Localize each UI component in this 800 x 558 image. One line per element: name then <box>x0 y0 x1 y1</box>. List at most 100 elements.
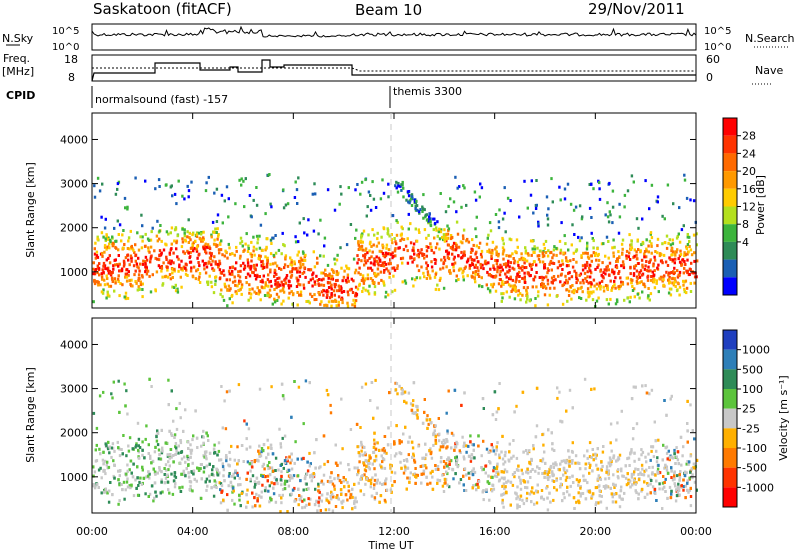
range-cell <box>253 264 255 267</box>
range-cell <box>308 452 310 455</box>
range-cell <box>585 497 587 500</box>
range-cell <box>298 494 300 497</box>
range-cell <box>647 484 649 487</box>
range-cell <box>668 278 670 281</box>
range-cell <box>144 245 146 248</box>
range-cell <box>408 392 410 395</box>
range-cell <box>486 283 488 286</box>
range-cell <box>402 187 404 190</box>
range-cell <box>413 257 415 260</box>
range-cell <box>425 476 427 479</box>
range-cell <box>136 465 138 468</box>
range-cell <box>460 478 462 481</box>
range-cell <box>615 439 617 442</box>
range-cell <box>205 480 207 483</box>
range-cell <box>693 437 695 440</box>
range-cell <box>360 450 362 453</box>
freq-label: Freq. <box>3 52 30 65</box>
range-cell <box>641 464 643 467</box>
range-cell <box>231 294 233 297</box>
range-cell <box>373 439 375 442</box>
range-cell <box>505 254 507 257</box>
range-cell <box>188 195 190 198</box>
range-cell <box>323 244 325 247</box>
range-cell <box>562 303 564 306</box>
range-cell <box>343 476 345 479</box>
range-cell <box>531 468 533 471</box>
range-cell <box>408 201 410 204</box>
range-cell <box>440 259 442 262</box>
range-cell <box>589 264 591 267</box>
range-cell <box>576 248 578 251</box>
range-cell <box>247 501 249 504</box>
range-cell <box>109 446 111 449</box>
range-cell <box>284 459 286 462</box>
range-cell <box>564 197 566 200</box>
range-cell <box>395 242 397 245</box>
range-cell <box>452 245 454 248</box>
range-cell <box>503 263 505 266</box>
range-cell <box>560 221 562 224</box>
range-cell <box>682 489 684 492</box>
range-cell <box>641 488 643 491</box>
range-cell <box>238 179 240 182</box>
range-cell <box>496 411 498 414</box>
range-cell <box>325 508 327 511</box>
range-cell <box>686 471 688 474</box>
range-cell <box>334 209 336 212</box>
range-cell <box>207 434 209 437</box>
range-cell <box>509 296 511 299</box>
range-cell <box>378 282 380 285</box>
range-cell <box>267 490 269 493</box>
range-cell <box>312 193 314 196</box>
range-cell <box>547 303 549 306</box>
range-cell <box>380 494 382 497</box>
range-cell <box>145 233 147 236</box>
range-cell <box>634 386 636 389</box>
range-cell <box>226 278 228 281</box>
range-cell <box>226 304 228 307</box>
range-cell <box>427 234 429 237</box>
range-cell <box>622 283 624 286</box>
range-cell <box>619 215 621 218</box>
range-cell <box>675 285 677 288</box>
range-cell <box>655 450 657 453</box>
range-cell <box>606 236 608 239</box>
range-cell <box>629 258 631 261</box>
range-cell <box>213 485 215 488</box>
range-cell <box>114 464 116 467</box>
range-cell <box>155 495 157 498</box>
range-cell <box>586 245 588 248</box>
range-cell <box>128 236 130 239</box>
range-cell <box>499 264 501 267</box>
range-cell <box>422 464 424 467</box>
range-cell <box>611 492 613 495</box>
range-cell <box>267 479 269 482</box>
range-cell <box>675 446 677 449</box>
range-cell <box>423 275 425 278</box>
range-cell <box>574 462 576 465</box>
range-cell <box>647 475 649 478</box>
range-cell <box>496 441 498 444</box>
range-cell <box>401 262 403 265</box>
range-cell <box>575 274 577 277</box>
range-cell <box>596 287 598 290</box>
range-cell <box>384 450 386 453</box>
range-cell <box>294 462 296 465</box>
range-cell <box>496 270 498 273</box>
range-cell <box>225 427 227 430</box>
range-cell <box>281 252 283 255</box>
range-cell <box>384 467 386 470</box>
range-cell <box>94 196 96 199</box>
range-cell <box>507 260 509 263</box>
range-cell <box>136 476 138 479</box>
range-cell <box>545 240 547 243</box>
range-cell <box>631 476 633 479</box>
range-cell <box>553 287 555 290</box>
range-cell <box>111 278 113 281</box>
range-cell <box>218 248 220 251</box>
range-cell <box>348 280 350 283</box>
range-cell <box>554 278 556 281</box>
range-cell <box>455 463 457 466</box>
range-cell <box>630 243 632 246</box>
